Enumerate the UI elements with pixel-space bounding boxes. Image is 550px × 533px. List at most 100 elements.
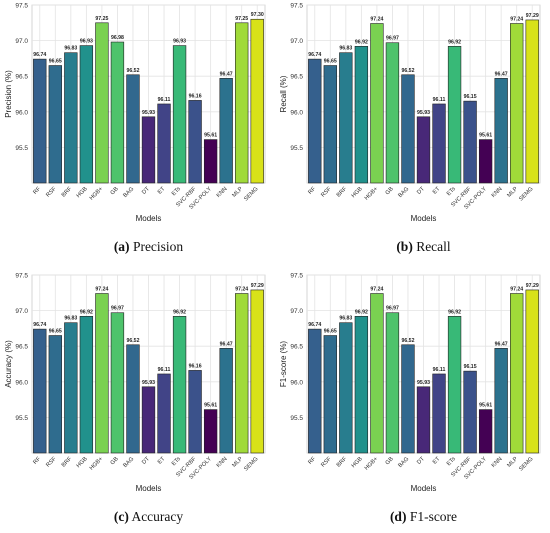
bar-svc-rbf (188, 370, 202, 454)
bar-hgb (79, 315, 94, 454)
x-tick-label: SEMG (518, 456, 535, 473)
data-label: 96.47 (220, 71, 233, 77)
y-tick-label: 96.5 (15, 74, 28, 81)
x-tick-label: SEMG (518, 186, 535, 203)
x-tick-label: BRF (336, 456, 349, 469)
data-label: 95.93 (142, 380, 155, 386)
bar-ets (172, 315, 187, 454)
data-label: 96.11 (433, 97, 446, 103)
data-label: 96.47 (220, 341, 233, 347)
data-label: 95.61 (479, 133, 492, 139)
y-tick-label: 96.5 (290, 344, 303, 351)
x-tick-label: HGB+ (89, 456, 105, 472)
bar-ets (447, 45, 462, 184)
data-label: 97.24 (235, 287, 248, 293)
x-tick-label: BAG (397, 186, 410, 199)
data-label: 96.65 (324, 329, 337, 335)
x-tick-label: GB (385, 456, 395, 466)
data-label: 95.61 (204, 403, 217, 409)
x-tick-label: SEMG (243, 186, 260, 203)
bar-dt (416, 116, 431, 184)
bar-knn (219, 78, 233, 184)
bar-hgb-plus (95, 293, 109, 454)
data-label: 96.92 (80, 309, 93, 315)
bar-bag (126, 74, 140, 184)
panel-caption: (c) Accuracy (114, 509, 184, 524)
x-tick-label: HGB (76, 456, 89, 469)
x-tick-label: SEMG (243, 456, 260, 473)
x-tick-label: KNN (491, 456, 504, 469)
bar-mlp (235, 293, 249, 454)
bar-rf (33, 58, 47, 184)
bar-semg (525, 19, 539, 184)
x-tick-label: GB (385, 186, 395, 196)
bar-svc-poly (478, 139, 493, 184)
bar-rf (308, 58, 322, 184)
x-tick-label: ET (432, 186, 442, 196)
data-label: 97.24 (510, 287, 523, 293)
data-label: 96.52 (126, 338, 139, 344)
y-tick-label: 96.5 (15, 344, 28, 351)
x-tick-label: RF (307, 456, 317, 466)
bar-gb (110, 312, 125, 454)
x-tick-label: HGB+ (89, 186, 105, 202)
x-tick-label: DT (416, 456, 426, 466)
bar-rsf (323, 65, 337, 184)
data-label: 97.29 (251, 283, 264, 289)
data-label: 96.74 (33, 52, 46, 58)
x-tick-label: GB (110, 186, 120, 196)
bar-hgb-plus (95, 22, 109, 184)
panel-label: (d) (390, 509, 407, 524)
data-label: 96.92 (173, 309, 186, 315)
x-axis-label: Models (136, 214, 162, 223)
bar-brf (64, 52, 78, 184)
data-label: 96.98 (111, 35, 124, 41)
chart-panel-d: 95.5 96.0 96.5 97.0 97.5 96.74 RF 96.65 RSF 96.83… (279, 273, 541, 524)
data-label: 96.52 (401, 68, 414, 74)
bar-bag (401, 344, 415, 454)
x-tick-label: ETs (446, 186, 457, 197)
data-label: 96.97 (111, 306, 124, 312)
bar-rsf (323, 335, 337, 454)
panel-caption-text: Recall (413, 239, 451, 254)
x-axis-label: Models (411, 214, 437, 223)
bar-et (157, 373, 171, 454)
bar-mlp (510, 293, 524, 454)
bar-ets (447, 315, 462, 454)
panel-label: (c) (114, 509, 129, 524)
data-label: 97.29 (526, 283, 539, 289)
data-label: 96.15 (464, 94, 477, 100)
x-tick-label: RF (32, 456, 42, 466)
y-axis-label: F1-score (%) (279, 341, 288, 388)
data-label: 96.65 (49, 329, 62, 335)
data-label: 96.65 (324, 59, 337, 65)
data-label: 96.92 (448, 309, 461, 315)
y-tick-label: 97.5 (290, 3, 303, 10)
bar-dt (141, 386, 156, 454)
data-label: 96.93 (173, 39, 186, 45)
y-tick-label: 95.5 (290, 415, 303, 422)
data-label: 97.25 (95, 16, 108, 22)
bar-svc-poly (478, 409, 493, 454)
panel-caption: (a) Precision (114, 239, 184, 254)
data-label: 96.47 (495, 341, 508, 347)
x-tick-label: KNN (216, 456, 229, 469)
bar-svc-rbf (463, 100, 477, 184)
x-tick-label: DT (141, 456, 151, 466)
y-tick-label: 96.0 (15, 379, 28, 386)
bar-bag (401, 74, 415, 184)
x-tick-label: GB (110, 456, 120, 466)
y-tick-label: 97.5 (15, 3, 28, 10)
bar-hgb (79, 45, 94, 184)
y-axis-label: Precision (%) (4, 70, 13, 118)
bar-et (432, 103, 446, 184)
x-tick-label: HGB (351, 456, 364, 469)
data-label: 96.92 (355, 309, 368, 315)
y-tick-label: 97.0 (290, 38, 303, 45)
bar-rsf (48, 65, 62, 184)
x-tick-label: ETs (446, 456, 457, 467)
y-tick-label: 97.0 (15, 38, 28, 45)
x-tick-label: HGB (351, 186, 364, 199)
data-label: 97.30 (251, 12, 264, 18)
